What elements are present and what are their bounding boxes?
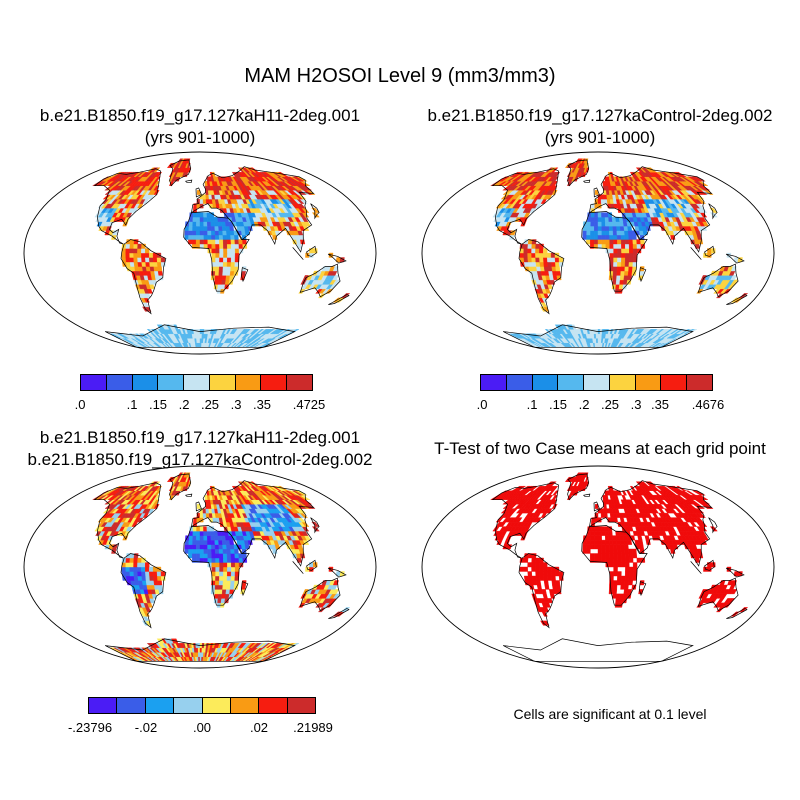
colorbar-case2-label: .4676 (691, 397, 725, 412)
colorbar-diff-label: .02 (249, 720, 269, 735)
colorbar-swatch (106, 375, 133, 390)
panel-title-case1-line1: b.e21.B1850.f19_g17.127kaH11-2deg.001 (39, 106, 361, 125)
colorbar-case2-label: .0 (476, 397, 488, 412)
colorbar-swatch (584, 375, 610, 390)
colorbar-case2-label: .15 (548, 397, 568, 412)
colorbar-case2-label: .2 (578, 397, 590, 412)
panel-title-diff-line1: b.e21.B1850.f19_g17.127kaH11-2deg.001 (39, 428, 361, 447)
colorbar-case1-label: .2 (178, 397, 190, 412)
colorbar-swatch (184, 375, 210, 390)
colorbar-swatch (209, 375, 236, 390)
colorbar-case1-label: .15 (148, 397, 168, 412)
map-difference (23, 465, 377, 669)
colorbar-case1-label: .1 (126, 397, 138, 412)
colorbar-diff-label: .21989 (293, 720, 333, 735)
colorbar-swatch (532, 375, 559, 390)
colorbar-case2-label: .25 (600, 397, 620, 412)
colorbar-swatch (506, 375, 533, 390)
colorbar-swatch (89, 698, 118, 713)
panel-title-diff-line2: b.e21.B1850.f19_g17.127kaControl-2deg.00… (27, 450, 373, 469)
colorbar-swatch (235, 375, 262, 390)
figure-title: MAM H2OSOI Level 9 (mm3/mm3) (244, 65, 556, 87)
colorbar-diff-label: .00 (192, 720, 212, 735)
map-case2 (421, 151, 775, 355)
colorbar-case1-label: .35 (252, 397, 272, 412)
colorbar-diff-label: -.23796 (67, 720, 113, 735)
colorbar-swatch (81, 375, 107, 390)
colorbar-swatch (158, 375, 185, 390)
colorbar-swatch (145, 698, 175, 713)
colorbar-swatch (635, 375, 662, 390)
colorbar-case2-label: .1 (526, 397, 538, 412)
panel-title-case2-line1: b.e21.B1850.f19_g17.127kaControl-2deg.00… (427, 106, 773, 125)
colorbar-case2-label: .35 (650, 397, 670, 412)
panel-title-case1-line2: (yrs 901-1000) (144, 128, 256, 147)
significance-note: Cells are significant at 0.1 level (513, 706, 707, 722)
colorbar-swatch (261, 375, 288, 390)
colorbar-case1-label: .3 (230, 397, 242, 412)
colorbar-swatch (558, 375, 585, 390)
map-case1 (23, 151, 377, 355)
colorbar-swatch (117, 698, 146, 713)
colorbar-diff (88, 697, 316, 714)
colorbar-case2 (480, 374, 713, 391)
colorbar-swatch (132, 375, 159, 390)
panel-title-case2-line2: (yrs 901-1000) (544, 128, 656, 147)
colorbar-case1-label: .0 (74, 397, 86, 412)
panel-title-ttest: T-Test of two Case means at each grid po… (434, 439, 766, 458)
colorbar-swatch (174, 698, 203, 713)
colorbar-case2-label: .3 (630, 397, 642, 412)
colorbar-swatch (687, 375, 713, 390)
colorbar-diff-label: -.02 (134, 720, 158, 735)
colorbar-case1-label: .25 (200, 397, 220, 412)
colorbar-swatch (287, 698, 315, 713)
map-significance (421, 465, 775, 669)
colorbar-swatch (481, 375, 507, 390)
colorbar-swatch (230, 698, 260, 713)
colorbar-swatch (609, 375, 636, 390)
colorbar-swatch (287, 375, 313, 390)
colorbar-swatch (661, 375, 688, 390)
colorbar-swatch (202, 698, 231, 713)
colorbar-case1-label: .4725 (292, 397, 326, 412)
colorbar-case1 (80, 374, 313, 391)
colorbar-swatch (259, 698, 288, 713)
